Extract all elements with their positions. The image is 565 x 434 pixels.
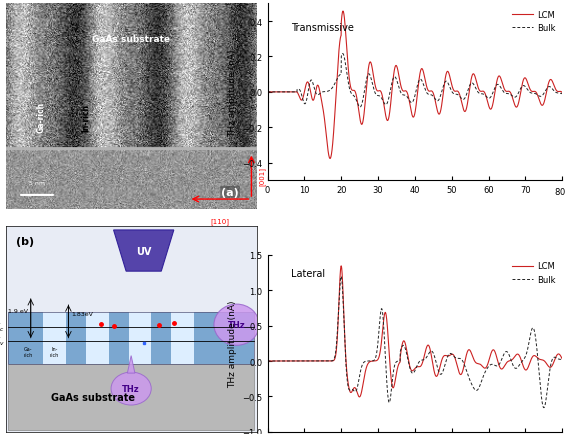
Text: (a): (a) [221, 187, 239, 197]
LCM [315, 85, 322, 90]
Text: (b): (b) [16, 237, 34, 247]
Text: GaAs substrate: GaAs substrate [92, 35, 170, 44]
Bulk [541, 405, 547, 411]
FancyBboxPatch shape [44, 312, 66, 364]
LCM [553, 353, 560, 358]
FancyBboxPatch shape [8, 364, 254, 430]
Bulk [298, 92, 305, 97]
Text: In-
rich: In- rich [50, 346, 59, 357]
Line: LCM: LCM [268, 266, 562, 397]
Text: THz: THz [228, 320, 245, 329]
Text: GaAs substrate: GaAs substrate [51, 392, 136, 402]
Text: Lateral: Lateral [291, 268, 325, 278]
Polygon shape [127, 356, 135, 373]
Text: THz: THz [123, 384, 140, 393]
FancyBboxPatch shape [171, 312, 194, 364]
Bulk [553, 355, 560, 361]
LCM [315, 358, 322, 364]
LCM [264, 358, 271, 364]
Text: Transmissive: Transmissive [291, 23, 354, 33]
Bulk [264, 90, 271, 95]
FancyBboxPatch shape [86, 312, 108, 364]
Y-axis label: THz amplitude (nA): THz amplitude (nA) [228, 300, 237, 387]
Polygon shape [114, 230, 174, 272]
LCM [553, 89, 560, 94]
Text: UV: UV [136, 246, 151, 256]
Bulk [390, 369, 397, 375]
Bulk [521, 84, 528, 89]
LCM [298, 358, 305, 364]
LCM [338, 263, 345, 269]
Line: Bulk: Bulk [268, 54, 562, 108]
Text: 1.83eV: 1.83eV [71, 311, 93, 316]
Bulk [357, 105, 363, 110]
LCM [559, 91, 565, 96]
LCM [327, 157, 333, 162]
Bulk [559, 92, 565, 97]
FancyBboxPatch shape [8, 312, 254, 364]
Bulk [338, 274, 345, 279]
Bulk [264, 358, 271, 364]
Bulk [377, 310, 384, 316]
LCM [390, 385, 397, 390]
Bulk [390, 76, 397, 81]
Bulk [315, 93, 322, 98]
Text: Ga-rich: Ga-rich [36, 102, 45, 133]
LCM [377, 345, 384, 351]
Text: $E_v$: $E_v$ [0, 335, 5, 347]
Text: [001]: [001] [259, 167, 266, 186]
Legend: LCM, Bulk: LCM, Bulk [510, 260, 558, 286]
LCM [340, 10, 346, 15]
LCM [264, 90, 271, 95]
LCM [521, 367, 528, 372]
LCM [559, 356, 565, 362]
LCM [521, 76, 528, 81]
Ellipse shape [214, 304, 259, 345]
Text: $E_c$: $E_c$ [0, 321, 5, 333]
Bulk [553, 91, 560, 96]
Bulk [559, 357, 565, 362]
Legend: LCM, Bulk: LCM, Bulk [510, 9, 558, 36]
Ellipse shape [111, 372, 151, 405]
Y-axis label: THz amplitude (nA): THz amplitude (nA) [228, 49, 237, 136]
FancyBboxPatch shape [129, 312, 151, 364]
Bulk [298, 358, 305, 364]
LCM [390, 74, 397, 79]
Bulk [340, 52, 346, 57]
Line: LCM: LCM [268, 12, 562, 159]
LCM [298, 98, 305, 103]
Text: 1.9 eV: 1.9 eV [8, 308, 28, 313]
LCM [377, 89, 384, 95]
Bulk [377, 95, 384, 100]
Text: Ga-
rich: Ga- rich [24, 346, 33, 357]
LCM [356, 395, 363, 400]
Bulk [315, 358, 322, 364]
Text: [110]: [110] [211, 218, 229, 225]
Text: In-rich: In-rich [81, 103, 90, 132]
Text: 5 nm: 5 nm [29, 180, 45, 185]
Line: Bulk: Bulk [268, 277, 562, 408]
Bulk [521, 355, 528, 361]
